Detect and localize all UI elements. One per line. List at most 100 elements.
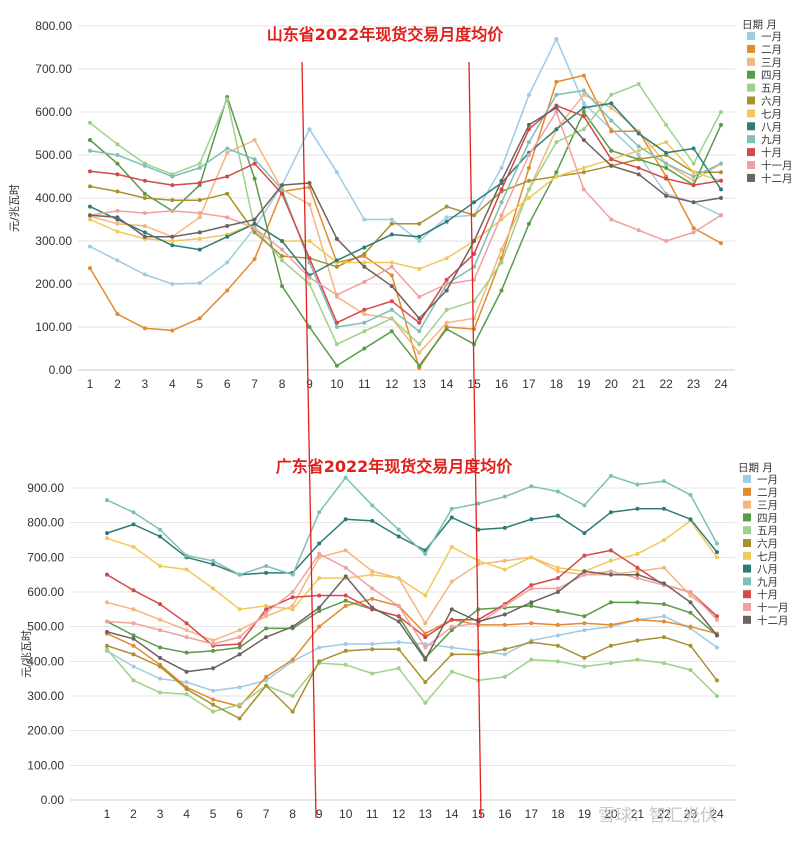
data-point <box>664 122 669 127</box>
data-point <box>661 565 666 570</box>
data-point <box>526 196 531 200</box>
data-point <box>444 288 449 293</box>
data-point <box>115 189 120 194</box>
data-point <box>608 473 613 478</box>
data-point <box>115 153 120 157</box>
legend-swatch <box>747 32 755 40</box>
x-tick-label: 6 <box>236 807 243 821</box>
data-point <box>389 284 394 289</box>
data-point <box>499 165 504 170</box>
x-tick-label: 13 <box>413 377 427 391</box>
data-point <box>88 148 92 153</box>
y-tick-label: 300.00 <box>35 234 72 248</box>
data-point <box>237 607 242 612</box>
data-point <box>131 643 136 648</box>
data-point <box>476 527 481 532</box>
legend-swatch <box>747 109 755 118</box>
x-tick-label: 20 <box>605 377 619 391</box>
x-tick-label: 6 <box>224 377 231 391</box>
data-point <box>581 88 586 93</box>
data-point <box>334 264 339 269</box>
data-point <box>635 506 640 511</box>
legend-label: 五月 <box>757 525 778 537</box>
data-point <box>555 576 560 581</box>
data-point <box>449 628 454 633</box>
data-point <box>526 140 531 145</box>
data-point <box>142 230 147 235</box>
data-point <box>472 264 477 269</box>
data-point <box>581 114 586 119</box>
data-point <box>105 600 109 605</box>
data-point <box>715 614 719 619</box>
y-tick-label: 900.00 <box>27 481 64 495</box>
x-tick-label: 11 <box>358 377 371 391</box>
data-point <box>264 678 269 683</box>
x-tick-label: 14 <box>440 377 454 391</box>
series-line-2 <box>106 598 718 708</box>
data-point <box>715 555 719 560</box>
data-point <box>225 174 230 179</box>
data-point <box>362 245 367 250</box>
data-point <box>184 567 189 572</box>
data-point <box>499 288 504 293</box>
legend-swatch <box>747 173 755 182</box>
data-point <box>529 600 534 605</box>
data-point <box>343 598 348 603</box>
data-point <box>131 621 136 626</box>
series-line-7 <box>89 141 722 270</box>
x-tick-label: 8 <box>279 377 286 391</box>
data-point <box>264 674 269 679</box>
data-point <box>423 700 428 705</box>
data-point <box>554 127 559 132</box>
x-tick-label: 5 <box>210 807 217 821</box>
data-point <box>142 326 147 331</box>
data-point <box>131 664 136 669</box>
data-point <box>554 110 559 114</box>
data-point <box>449 652 454 657</box>
data-point <box>444 219 449 224</box>
data-point <box>170 183 175 188</box>
data-point <box>715 550 719 555</box>
data-point <box>719 110 723 114</box>
data-point <box>529 586 534 591</box>
data-point <box>502 612 507 617</box>
x-tick-label: 10 <box>339 807 353 821</box>
data-point <box>609 129 614 134</box>
data-point <box>417 329 422 334</box>
y-tick-label: 700.00 <box>27 550 64 564</box>
series-line-6 <box>89 154 721 268</box>
legend-swatch <box>743 577 751 586</box>
legend-swatch <box>743 564 751 573</box>
data-point <box>691 200 696 205</box>
data-point <box>555 609 560 614</box>
x-tick-label: 4 <box>183 807 190 821</box>
data-point <box>555 659 560 664</box>
data-point <box>688 590 693 594</box>
data-point <box>608 548 613 553</box>
legend-label: 五月 <box>761 83 782 95</box>
data-point <box>444 256 449 261</box>
data-point <box>688 492 693 497</box>
legend-swatch <box>743 487 751 496</box>
data-point <box>608 569 613 574</box>
data-point <box>581 110 586 114</box>
data-point <box>158 664 163 669</box>
data-point <box>691 170 696 175</box>
data-point <box>582 503 587 508</box>
legend-swatch <box>747 148 755 157</box>
data-point <box>389 307 394 312</box>
data-point <box>280 191 285 196</box>
data-point <box>417 221 422 226</box>
data-point <box>131 607 136 612</box>
data-point <box>555 643 560 648</box>
x-tick-label: 1 <box>104 807 111 821</box>
data-point <box>661 635 666 640</box>
legend-label: 七月 <box>761 108 782 120</box>
data-point <box>635 638 640 643</box>
data-point <box>105 536 109 541</box>
data-point <box>211 648 216 653</box>
data-point <box>290 607 295 612</box>
data-point <box>661 602 666 607</box>
data-point <box>636 82 641 87</box>
data-point <box>237 628 242 633</box>
